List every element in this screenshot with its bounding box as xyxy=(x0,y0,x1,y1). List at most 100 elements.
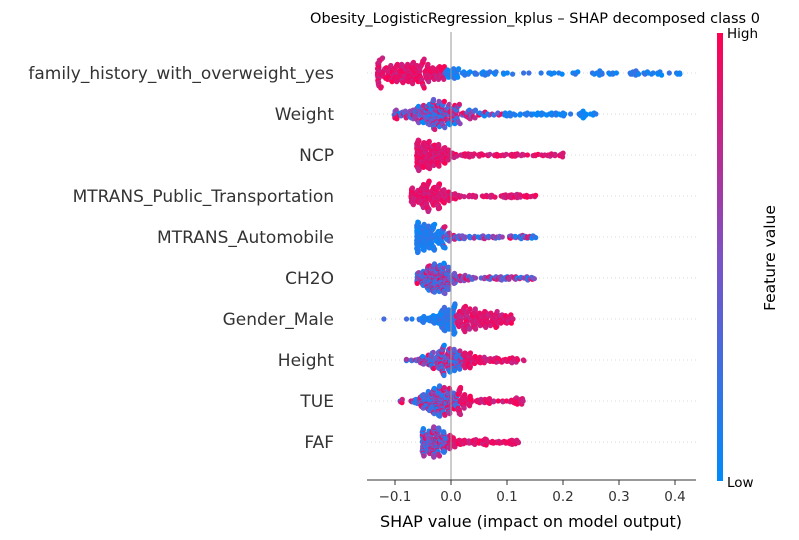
shap-point xyxy=(403,316,410,322)
shap-point xyxy=(467,365,473,371)
shap-point xyxy=(378,85,384,91)
shap-point xyxy=(441,98,447,104)
shap-point xyxy=(437,413,443,419)
shap-point xyxy=(436,288,442,295)
shap-point xyxy=(441,64,447,70)
shap-point xyxy=(394,79,400,85)
data-points xyxy=(374,55,683,460)
x-tick-label: −0.1 xyxy=(379,489,412,505)
shap-point xyxy=(436,425,442,431)
shap-point xyxy=(410,202,416,208)
shap-point xyxy=(466,326,473,332)
shap-point xyxy=(432,221,438,227)
shap-point xyxy=(420,319,426,325)
shap-point xyxy=(486,396,493,402)
shap-point xyxy=(526,70,532,76)
shap-point xyxy=(430,349,436,355)
shap-point xyxy=(421,85,427,91)
shap-point xyxy=(515,357,521,363)
shap-point xyxy=(493,69,499,75)
x-tick-label: 0.2 xyxy=(552,489,573,505)
shap-point xyxy=(425,61,431,67)
shap-point xyxy=(441,429,447,435)
shap-point xyxy=(431,96,437,103)
shap-point xyxy=(487,69,493,75)
shap-point xyxy=(441,342,447,348)
shap-point xyxy=(568,111,574,117)
shap-point xyxy=(473,326,479,332)
shap-point xyxy=(493,324,499,330)
shap-point xyxy=(442,290,448,297)
feature-label: Height xyxy=(278,351,335,371)
shap-point xyxy=(442,145,448,151)
shap-point xyxy=(454,153,460,159)
chart-title: Obesity_LogisticRegression_kplus – SHAP … xyxy=(310,11,760,27)
shap-point xyxy=(445,286,452,293)
shap-point xyxy=(441,76,447,82)
x-axis-label: SHAP value (impact on model output) xyxy=(380,512,682,531)
shap-point xyxy=(451,331,457,337)
shap-point xyxy=(474,71,480,77)
feature-label: TUE xyxy=(299,392,334,412)
shap-point xyxy=(512,233,518,239)
shap-point xyxy=(480,152,486,158)
shap-point xyxy=(431,424,437,430)
colorbar-low-label: Low xyxy=(727,475,754,491)
shap-point xyxy=(442,245,448,251)
x-tick-label: 0.3 xyxy=(608,489,629,505)
shap-point xyxy=(431,247,437,253)
shap-point xyxy=(415,137,421,143)
shap-point xyxy=(462,303,469,309)
shap-point xyxy=(495,110,501,116)
colorbar-high-label: High xyxy=(727,26,758,42)
shap-point xyxy=(456,101,462,107)
shap-point xyxy=(560,154,566,160)
shap-point xyxy=(458,384,464,391)
shap-point xyxy=(538,70,544,76)
shap-point xyxy=(427,166,433,172)
shap-point xyxy=(442,412,448,418)
shap-point xyxy=(437,383,443,389)
shap-point xyxy=(457,121,463,127)
shap-point xyxy=(520,398,526,404)
feature-label: MTRANS_Public_Transportation xyxy=(73,187,334,207)
shap-point xyxy=(495,356,501,362)
shap-point xyxy=(432,126,438,133)
shap-point xyxy=(399,396,405,402)
feature-label: NCP xyxy=(299,146,334,166)
shap-point xyxy=(521,358,527,364)
shap-point xyxy=(426,178,432,184)
shap-point xyxy=(457,348,463,354)
shap-point xyxy=(471,235,477,241)
shap-point xyxy=(560,150,566,156)
shap-point xyxy=(441,372,447,379)
shap-point xyxy=(409,185,415,191)
shap-point xyxy=(421,56,427,62)
shap-point xyxy=(472,306,478,312)
shap-point xyxy=(659,72,665,78)
shap-point xyxy=(517,192,523,198)
shap-point xyxy=(416,167,422,174)
shap-point xyxy=(431,261,438,267)
shap-point xyxy=(521,70,527,76)
shap-point xyxy=(559,71,565,77)
feature-label: MTRANS_Automobile xyxy=(157,228,334,248)
shap-point xyxy=(410,81,416,87)
shap-point xyxy=(492,194,498,200)
shap-point xyxy=(494,308,500,315)
shap-point xyxy=(435,206,441,212)
shap-point xyxy=(509,315,515,321)
shap-point xyxy=(389,79,395,85)
feature-rows: family_history_with_overweight_yes Weight… xyxy=(28,64,696,453)
shap-point xyxy=(650,70,656,76)
shap-point xyxy=(436,181,443,187)
shap-point xyxy=(486,233,492,239)
shap-point xyxy=(430,65,436,71)
shap-point xyxy=(467,306,473,312)
shap-point xyxy=(472,275,479,281)
x-tick-label: 0.4 xyxy=(664,489,685,505)
shap-point xyxy=(677,71,683,77)
shap-point xyxy=(636,71,642,77)
shap-point xyxy=(491,399,497,405)
